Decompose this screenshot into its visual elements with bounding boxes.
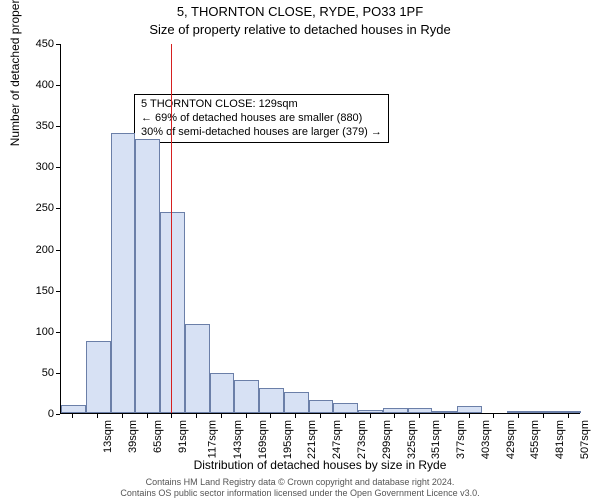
histogram-bar: [111, 133, 136, 413]
y-tick-mark: [56, 414, 60, 415]
x-tick-label: 247sqm: [331, 420, 343, 459]
histogram-bar: [333, 403, 358, 413]
x-tick-label: 299sqm: [381, 420, 393, 459]
histogram-bar: [457, 406, 482, 413]
x-tick-label: 39sqm: [127, 420, 139, 453]
histogram-bar: [309, 400, 334, 413]
y-tick-label: 50: [14, 367, 54, 379]
x-tick-label: 429sqm: [505, 420, 517, 459]
x-tick-label: 325sqm: [406, 420, 418, 459]
histogram-bar: [259, 388, 284, 413]
x-tick-mark: [469, 414, 470, 418]
y-tick-label: 450: [14, 38, 54, 50]
x-tick-label: 117sqm: [207, 420, 219, 458]
footer-line2: Contains OS public sector information li…: [0, 488, 600, 498]
annotation-line1: 5 THORNTON CLOSE: 129sqm: [141, 98, 382, 112]
x-tick-label: 65sqm: [152, 420, 164, 453]
x-tick-label: 403sqm: [480, 420, 492, 459]
x-tick-mark: [122, 414, 123, 418]
footer-text: Contains HM Land Registry data © Crown c…: [0, 477, 600, 498]
x-tick-mark: [295, 414, 296, 418]
histogram-bar: [507, 411, 532, 413]
chart-root: 5, THORNTON CLOSE, RYDE, PO33 1PF Size o…: [0, 0, 600, 500]
histogram-bar: [531, 411, 556, 413]
histogram-bar: [383, 408, 408, 413]
y-tick-label: 100: [14, 326, 54, 338]
histogram-bar: [234, 380, 259, 413]
chart-title-line2: Size of property relative to detached ho…: [0, 22, 600, 37]
histogram-bar: [86, 341, 111, 413]
x-tick-label: 221sqm: [307, 420, 319, 459]
footer-line1: Contains HM Land Registry data © Crown c…: [0, 477, 600, 487]
x-tick-mark: [345, 414, 346, 418]
x-tick-mark: [97, 414, 98, 418]
x-tick-label: 455sqm: [529, 420, 541, 459]
chart-title-line1: 5, THORNTON CLOSE, RYDE, PO33 1PF: [0, 4, 600, 19]
histogram-bar: [210, 373, 235, 413]
y-tick-label: 0: [14, 408, 54, 420]
y-tick-label: 400: [14, 79, 54, 91]
plot-area: 5 THORNTON CLOSE: 129sqm ← 69% of detach…: [60, 44, 580, 414]
x-tick-label: 143sqm: [232, 420, 244, 459]
x-tick-label: 273sqm: [356, 420, 368, 459]
histogram-bar: [358, 410, 383, 413]
x-tick-mark: [394, 414, 395, 418]
y-tick-label: 150: [14, 285, 54, 297]
histogram-bar: [408, 408, 433, 413]
x-tick-label: 195sqm: [282, 420, 294, 459]
y-tick-label: 350: [14, 120, 54, 132]
x-tick-mark: [72, 414, 73, 418]
x-tick-label: 13sqm: [102, 420, 114, 453]
x-tick-mark: [568, 414, 569, 418]
x-tick-label: 169sqm: [257, 420, 269, 459]
x-tick-mark: [221, 414, 222, 418]
x-tick-mark: [320, 414, 321, 418]
x-tick-mark: [444, 414, 445, 418]
x-axis-label: Distribution of detached houses by size …: [60, 458, 580, 472]
histogram-bar: [432, 411, 457, 413]
reference-line: [171, 44, 172, 413]
x-tick-mark: [543, 414, 544, 418]
y-tick-label: 300: [14, 161, 54, 173]
y-tick-label: 200: [14, 244, 54, 256]
x-tick-mark: [196, 414, 197, 418]
x-tick-mark: [518, 414, 519, 418]
x-tick-label: 377sqm: [455, 420, 467, 459]
y-tick-label: 250: [14, 202, 54, 214]
x-tick-mark: [147, 414, 148, 418]
x-tick-mark: [493, 414, 494, 418]
histogram-bar: [284, 392, 309, 413]
x-tick-mark: [419, 414, 420, 418]
histogram-bar: [61, 405, 86, 413]
x-tick-mark: [270, 414, 271, 418]
x-tick-label: 351sqm: [430, 420, 442, 459]
x-tick-label: 91sqm: [177, 420, 189, 453]
histogram-bar: [135, 139, 160, 413]
histogram-bar: [185, 324, 210, 413]
x-tick-mark: [171, 414, 172, 418]
x-tick-mark: [246, 414, 247, 418]
x-tick-mark: [370, 414, 371, 418]
x-tick-label: 507sqm: [579, 420, 591, 459]
histogram-bar: [556, 411, 581, 413]
annotation-line3: 30% of semi-detached houses are larger (…: [141, 126, 382, 140]
x-tick-label: 481sqm: [554, 420, 566, 459]
annotation-line2: ← 69% of detached houses are smaller (88…: [141, 112, 382, 126]
